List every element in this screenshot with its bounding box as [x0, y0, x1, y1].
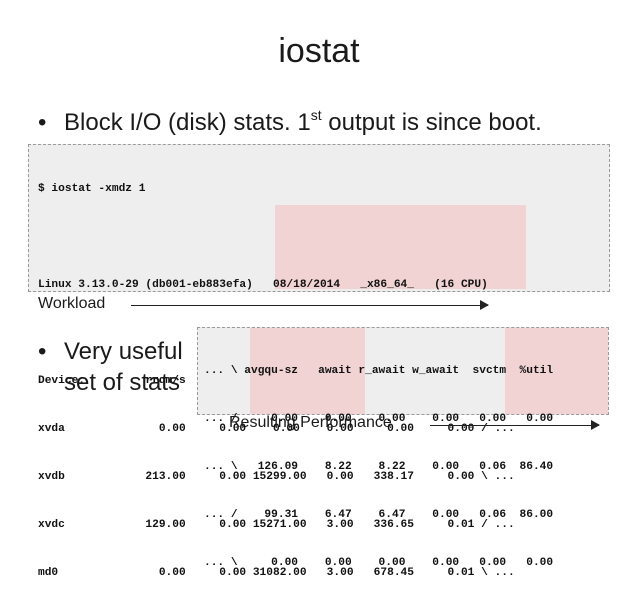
- performance-highlight: [250, 328, 365, 414]
- workload-highlight: [275, 205, 526, 289]
- iostat-performance-output: ... \ avgqu-sz await r_await w_await svc…: [197, 327, 609, 569]
- workload-label: Workload: [38, 295, 106, 312]
- workload-arrow: [131, 300, 489, 310]
- bullet-text-superscript: st: [310, 107, 322, 123]
- terminal-line: $ iostat -xmdz 1: [38, 183, 146, 195]
- terminal-line: ... / 99.31 6.47 6.47 0.00 0.06 86.00: [204, 509, 554, 521]
- bullet-line-2: set of stats: [64, 369, 181, 396]
- bullet-line-1: Very useful: [64, 338, 183, 365]
- terminal-line: ... \ avgqu-sz await r_await w_await svc…: [204, 365, 554, 377]
- bullet-dot: •: [38, 338, 47, 365]
- bullet-text-prefix: Block I/O (disk) stats. 1: [64, 109, 311, 136]
- performance-highlight: [505, 328, 608, 414]
- terminal-line: ... / 0.00 0.00 0.00 0.00 0.00 0.00: [204, 413, 554, 425]
- bullet-block-io: • Block I/O (disk) stats. 1st output is s…: [38, 107, 542, 138]
- bullet-text-suffix: output is since boot.: [321, 109, 542, 136]
- terminal-line: ... \ 126.09 8.22 8.22 0.00 0.06 86.40: [204, 461, 554, 473]
- terminal-line: Linux 3.13.0-29 (db001-eb883efa) 08/18/2…: [38, 279, 488, 291]
- terminal-line: xvda 0.00 0.00 0.00 0.00 0.00 0.00 / ...: [38, 423, 515, 435]
- bullet-useful-stats: • Very useful set of stats: [38, 336, 183, 398]
- bullet-dot: •: [38, 109, 47, 136]
- slide-title: iostat: [278, 32, 360, 70]
- iostat-terminal-output: $ iostat -xmdz 1 Linux 3.13.0-29 (db001-…: [28, 144, 610, 579]
- result-arrow: [430, 420, 600, 430]
- terminal-line: [38, 229, 515, 245]
- result-label: Resulting Performance: [229, 414, 392, 431]
- terminal-line: ... \ 0.00 0.00 0.00 0.00 0.00 0.00: [204, 557, 554, 569]
